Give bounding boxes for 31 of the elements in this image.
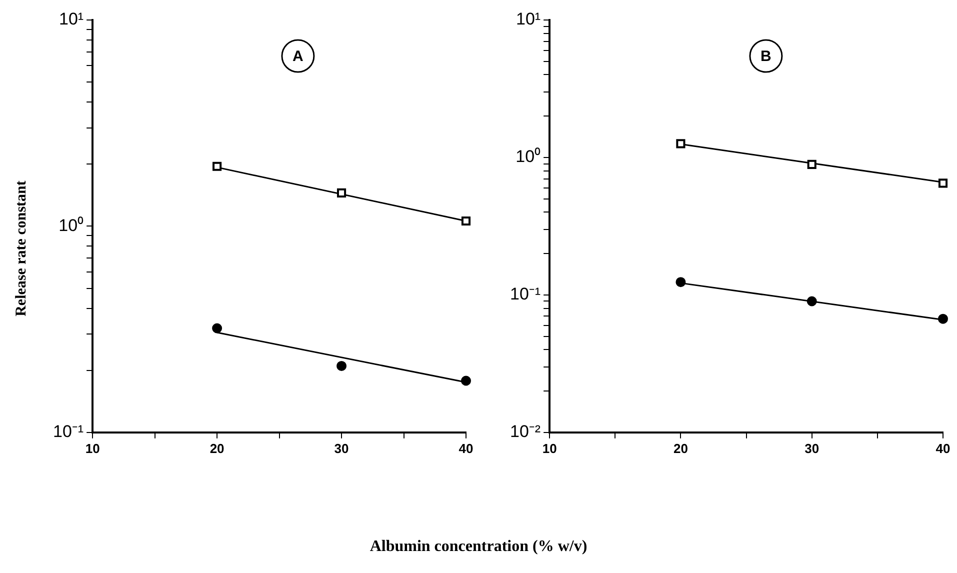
point xyxy=(461,376,471,386)
y-tick-label: 10⁻¹ xyxy=(510,284,541,304)
y-tick-label: 10⁻¹ xyxy=(52,422,84,442)
point xyxy=(336,188,346,198)
x-tick-label: 20 xyxy=(673,440,688,456)
point xyxy=(461,216,471,226)
y-tick-label: 10¹ xyxy=(516,10,541,29)
point xyxy=(938,178,948,188)
point xyxy=(212,162,222,171)
x-tick-label: 30 xyxy=(334,440,349,456)
point xyxy=(938,314,948,324)
x-tick-label: 40 xyxy=(936,440,950,456)
y-tick-label: 10⁰ xyxy=(58,216,84,235)
annotation: A xyxy=(292,48,304,66)
x-tick-label: 20 xyxy=(210,440,224,456)
point xyxy=(806,296,817,306)
point xyxy=(212,323,222,334)
point xyxy=(336,360,347,371)
x-tick-label: 10 xyxy=(85,440,100,456)
point xyxy=(807,160,816,169)
y-tick-label: 10⁻² xyxy=(510,422,541,442)
y-tick-label: 10¹ xyxy=(58,10,84,29)
y-tick-label: 10⁰ xyxy=(516,147,541,166)
y-axis-title: Release rate constant xyxy=(14,180,30,318)
x-tick-label: 10 xyxy=(542,440,557,456)
annotation: B xyxy=(760,48,772,66)
x-tick-label: 40 xyxy=(458,440,474,456)
x-axis-title: Albumin concentration (% w/v) xyxy=(368,538,588,556)
point xyxy=(676,139,686,148)
x-tick-label: 30 xyxy=(804,440,820,456)
point xyxy=(676,277,686,288)
